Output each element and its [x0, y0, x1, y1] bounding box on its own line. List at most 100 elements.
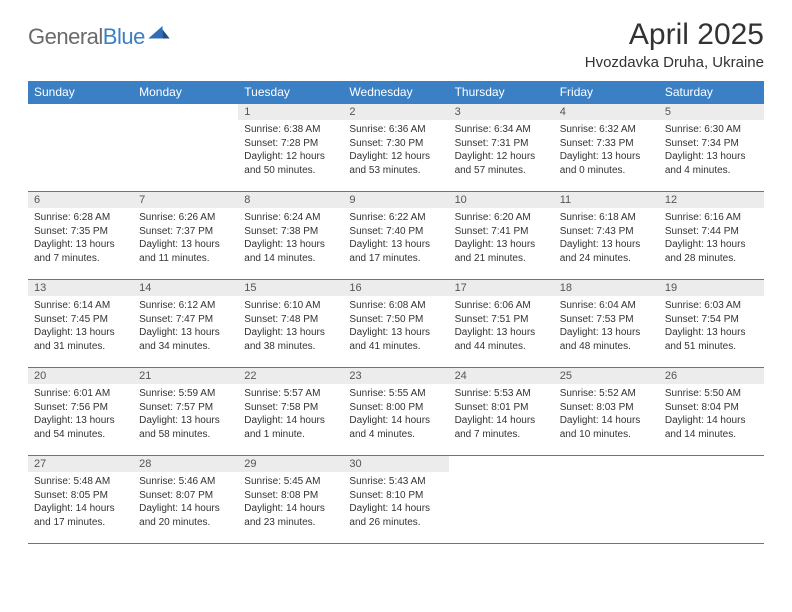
calendar-cell: 7Sunrise: 6:26 AMSunset: 7:37 PMDaylight…: [133, 192, 238, 280]
sunrise-text: Sunrise: 6:22 AM: [349, 211, 442, 225]
calendar-cell: 18Sunrise: 6:04 AMSunset: 7:53 PMDayligh…: [554, 280, 659, 368]
day-number: 25: [554, 368, 659, 384]
sunset-text: Sunset: 7:56 PM: [34, 401, 127, 415]
day-body: Sunrise: 6:34 AMSunset: 7:31 PMDaylight:…: [449, 120, 554, 183]
calendar-cell: 29Sunrise: 5:45 AMSunset: 8:08 PMDayligh…: [238, 456, 343, 544]
calendar-cell: 3Sunrise: 6:34 AMSunset: 7:31 PMDaylight…: [449, 104, 554, 192]
day-number: 3: [449, 104, 554, 120]
daylight-text: Daylight: 13 hours and 28 minutes.: [665, 238, 758, 265]
day-number: 28: [133, 456, 238, 472]
daylight-text: Daylight: 14 hours and 7 minutes.: [455, 414, 548, 441]
sunset-text: Sunset: 7:53 PM: [560, 313, 653, 327]
sunset-text: Sunset: 7:30 PM: [349, 137, 442, 151]
daylight-text: Daylight: 13 hours and 21 minutes.: [455, 238, 548, 265]
calendar-cell: 20Sunrise: 6:01 AMSunset: 7:56 PMDayligh…: [28, 368, 133, 456]
sunrise-text: Sunrise: 6:38 AM: [244, 123, 337, 137]
day-body: Sunrise: 5:50 AMSunset: 8:04 PMDaylight:…: [659, 384, 764, 447]
calendar-week-row: 20Sunrise: 6:01 AMSunset: 7:56 PMDayligh…: [28, 368, 764, 456]
day-body: Sunrise: 6:10 AMSunset: 7:48 PMDaylight:…: [238, 296, 343, 359]
day-number: 20: [28, 368, 133, 384]
sunrise-text: Sunrise: 6:01 AM: [34, 387, 127, 401]
day-body: Sunrise: 6:30 AMSunset: 7:34 PMDaylight:…: [659, 120, 764, 183]
daylight-text: Daylight: 14 hours and 26 minutes.: [349, 502, 442, 529]
calendar-cell: 1Sunrise: 6:38 AMSunset: 7:28 PMDaylight…: [238, 104, 343, 192]
calendar-week-row: 27Sunrise: 5:48 AMSunset: 8:05 PMDayligh…: [28, 456, 764, 544]
day-body: Sunrise: 5:55 AMSunset: 8:00 PMDaylight:…: [343, 384, 448, 447]
day-body: Sunrise: 6:03 AMSunset: 7:54 PMDaylight:…: [659, 296, 764, 359]
daylight-text: Daylight: 13 hours and 0 minutes.: [560, 150, 653, 177]
daylight-text: Daylight: 13 hours and 41 minutes.: [349, 326, 442, 353]
day-body: Sunrise: 6:18 AMSunset: 7:43 PMDaylight:…: [554, 208, 659, 271]
sunset-text: Sunset: 8:08 PM: [244, 489, 337, 503]
calendar-cell: 16 Sunrise: 6:08 AMSunset: 7:50 PMDayligh…: [343, 280, 448, 368]
calendar-cell: 8Sunrise: 6:24 AMSunset: 7:38 PMDaylight…: [238, 192, 343, 280]
sunrise-text: Sunrise: 5:43 AM: [349, 475, 442, 489]
sunset-text: Sunset: 7:44 PM: [665, 225, 758, 239]
daylight-text: Daylight: 14 hours and 4 minutes.: [349, 414, 442, 441]
day-number: 10: [449, 192, 554, 208]
sunset-text: Sunset: 8:03 PM: [560, 401, 653, 415]
sunset-text: Sunset: 8:00 PM: [349, 401, 442, 415]
sunrise-text: Sunrise: 6:06 AM: [455, 299, 548, 313]
sunrise-text: Sunrise: 5:52 AM: [560, 387, 653, 401]
weekday-header: Friday: [554, 81, 659, 104]
sunset-text: Sunset: 7:50 PM: [349, 313, 442, 327]
daylight-text: Daylight: 13 hours and 34 minutes.: [139, 326, 232, 353]
logo: GeneralBlue: [28, 18, 170, 50]
sunrise-text: Sunrise: 6:18 AM: [560, 211, 653, 225]
calendar-cell: 15Sunrise: 6:10 AMSunset: 7:48 PMDayligh…: [238, 280, 343, 368]
calendar-cell: 23Sunrise: 5:55 AMSunset: 8:00 PMDayligh…: [343, 368, 448, 456]
calendar-cell: 30Sunrise: 5:43 AMSunset: 8:10 PMDayligh…: [343, 456, 448, 544]
calendar-cell: 22Sunrise: 5:57 AMSunset: 7:58 PMDayligh…: [238, 368, 343, 456]
sunrise-text: Sunrise: 6:08 AM: [349, 299, 442, 313]
weekday-header-row: Sunday Monday Tuesday Wednesday Thursday…: [28, 81, 764, 104]
daylight-text: Daylight: 13 hours and 11 minutes.: [139, 238, 232, 265]
calendar-cell: 24Sunrise: 5:53 AMSunset: 8:01 PMDayligh…: [449, 368, 554, 456]
calendar-cell: 26Sunrise: 5:50 AMSunset: 8:04 PMDayligh…: [659, 368, 764, 456]
calendar-table: Sunday Monday Tuesday Wednesday Thursday…: [28, 81, 764, 544]
daylight-text: Daylight: 13 hours and 54 minutes.: [34, 414, 127, 441]
sunrise-text: Sunrise: 6:04 AM: [560, 299, 653, 313]
sunset-text: Sunset: 7:48 PM: [244, 313, 337, 327]
location: Hvozdavka Druha, Ukraine: [585, 54, 764, 71]
day-number: 21: [133, 368, 238, 384]
calendar-cell: [659, 456, 764, 544]
daylight-text: Daylight: 14 hours and 20 minutes.: [139, 502, 232, 529]
sunrise-text: Sunrise: 6:16 AM: [665, 211, 758, 225]
sunrise-text: Sunrise: 6:28 AM: [34, 211, 127, 225]
day-body: Sunrise: 6:32 AMSunset: 7:33 PMDaylight:…: [554, 120, 659, 183]
daylight-text: Daylight: 13 hours and 4 minutes.: [665, 150, 758, 177]
sunset-text: Sunset: 8:05 PM: [34, 489, 127, 503]
day-number: 18: [554, 280, 659, 296]
sunrise-text: Sunrise: 5:59 AM: [139, 387, 232, 401]
daylight-text: Daylight: 13 hours and 58 minutes.: [139, 414, 232, 441]
sunset-text: Sunset: 7:37 PM: [139, 225, 232, 239]
day-number: 23: [343, 368, 448, 384]
sunset-text: Sunset: 8:07 PM: [139, 489, 232, 503]
day-body: Sunrise: 5:43 AMSunset: 8:10 PMDaylight:…: [343, 472, 448, 535]
day-number: 1: [238, 104, 343, 120]
header: GeneralBlue April 2025 Hvozdavka Druha, …: [28, 18, 764, 71]
sunrise-text: Sunrise: 6:12 AM: [139, 299, 232, 313]
sunrise-text: Sunrise: 5:50 AM: [665, 387, 758, 401]
day-number: 16: [343, 280, 448, 296]
calendar-week-row: 13Sunrise: 6:14 AMSunset: 7:45 PMDayligh…: [28, 280, 764, 368]
sunrise-text: Sunrise: 6:03 AM: [665, 299, 758, 313]
daylight-text: Daylight: 13 hours and 51 minutes.: [665, 326, 758, 353]
day-number: 22: [238, 368, 343, 384]
sunrise-text: Sunrise: 6:10 AM: [244, 299, 337, 313]
title-block: April 2025 Hvozdavka Druha, Ukraine: [585, 18, 764, 71]
weekday-header: Saturday: [659, 81, 764, 104]
day-number: 30: [343, 456, 448, 472]
day-number: 29: [238, 456, 343, 472]
daylight-text: Daylight: 13 hours and 7 minutes.: [34, 238, 127, 265]
day-body: Sunrise: 6:20 AMSunset: 7:41 PMDaylight:…: [449, 208, 554, 271]
calendar-cell: 25Sunrise: 5:52 AMSunset: 8:03 PMDayligh…: [554, 368, 659, 456]
day-number: 12: [659, 192, 764, 208]
calendar-cell: 11Sunrise: 6:18 AMSunset: 7:43 PMDayligh…: [554, 192, 659, 280]
daylight-text: Daylight: 13 hours and 24 minutes.: [560, 238, 653, 265]
sunrise-text: Sunrise: 5:57 AM: [244, 387, 337, 401]
day-body: Sunrise: 6:01 AMSunset: 7:56 PMDaylight:…: [28, 384, 133, 447]
calendar-week-row: 6Sunrise: 6:28 AMSunset: 7:35 PMDaylight…: [28, 192, 764, 280]
calendar-cell: 14Sunrise: 6:12 AMSunset: 7:47 PMDayligh…: [133, 280, 238, 368]
